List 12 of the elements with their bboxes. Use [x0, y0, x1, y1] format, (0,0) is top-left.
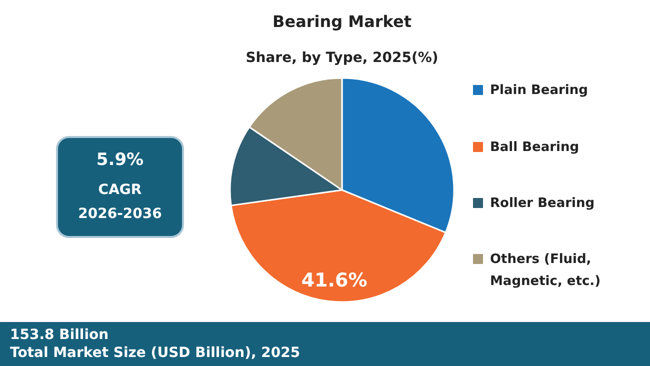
legend-label: Others (Fluid, Magnetic, etc.) — [490, 252, 601, 289]
text: CAGR — [98, 182, 142, 198]
chart-subtitle: Share, by Type, 2025(%) — [246, 50, 438, 66]
text: 153.8 Billion — [10, 327, 109, 343]
legend-label: Roller Bearing — [490, 196, 595, 211]
text: 5.9% — [96, 150, 144, 170]
data-label: 41.6% — [301, 269, 368, 292]
legend-label: Ball Bearing — [490, 140, 580, 155]
text: Total Market Size (USD Billion), 2025 — [10, 345, 300, 361]
legend-label: Plain Bearing — [490, 82, 588, 98]
chart-title: Bearing Market — [272, 12, 412, 31]
text: 2026-2036 — [78, 206, 162, 222]
